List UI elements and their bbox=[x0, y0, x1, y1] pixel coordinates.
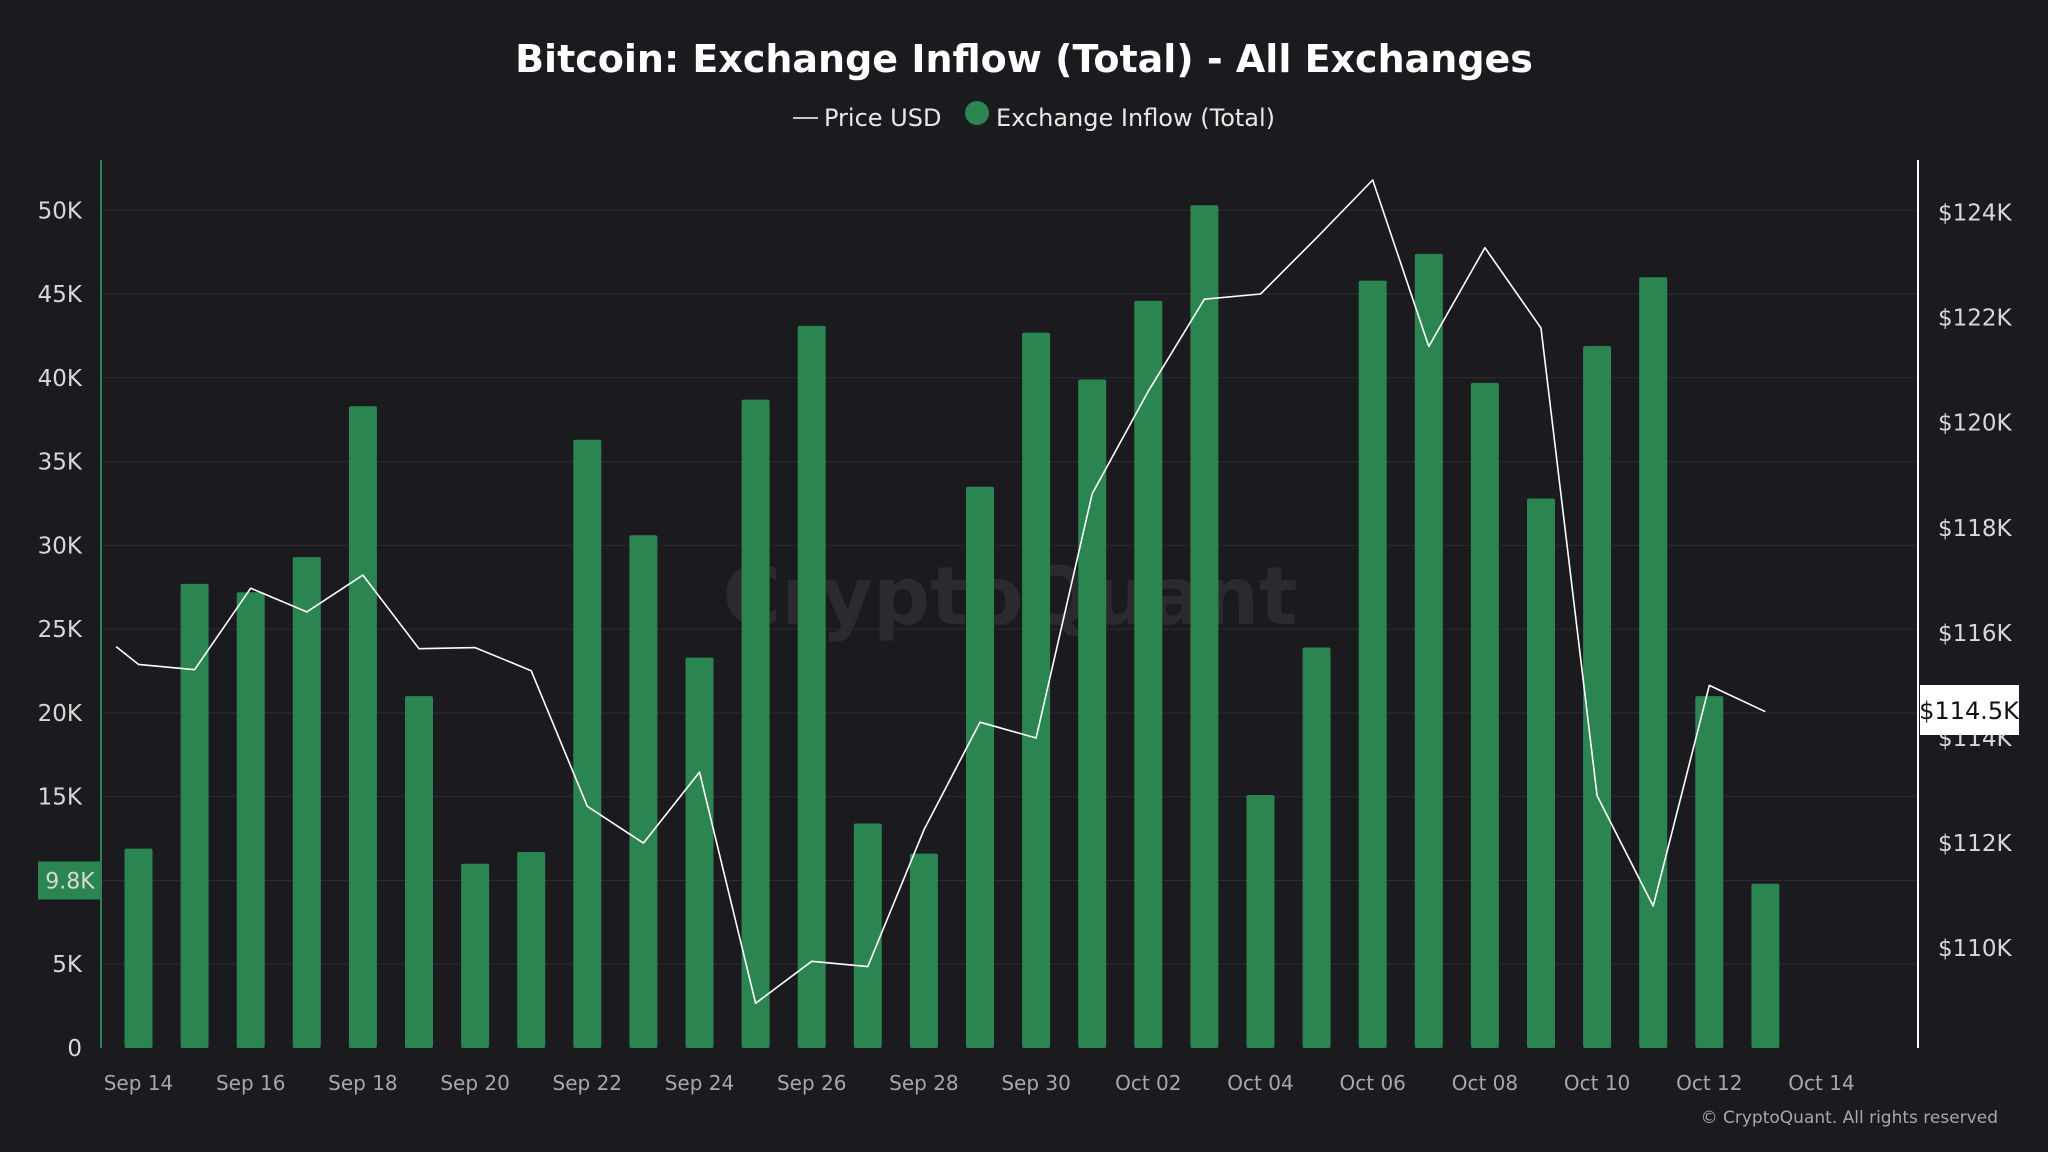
y-left-tick-label: 40K bbox=[38, 366, 83, 392]
left-axis-ticks: 05K10K15K20K25K30K35K40K45K50K bbox=[38, 198, 83, 1062]
y-right-tick-label: $110K bbox=[1938, 936, 2013, 962]
y-right-tick-label: $118K bbox=[1938, 516, 2013, 542]
current-inflow-label: 9.8K bbox=[45, 869, 95, 894]
y-left-tick-label: 20K bbox=[38, 701, 83, 727]
x-tick-label: Oct 14 bbox=[1788, 1071, 1854, 1095]
x-tick-label: Sep 30 bbox=[1001, 1071, 1071, 1095]
x-tick-label: Sep 14 bbox=[104, 1071, 174, 1095]
x-tick-label: Oct 12 bbox=[1676, 1071, 1742, 1095]
bar-sep-25[interactable] bbox=[741, 399, 770, 1049]
legend-inflow-marker bbox=[965, 101, 989, 125]
bar-sep-28[interactable] bbox=[909, 853, 938, 1048]
y-right-tick-label: $112K bbox=[1938, 831, 2013, 857]
y-right-tick-label: $120K bbox=[1938, 411, 2013, 437]
bar-oct-03[interactable] bbox=[1190, 205, 1219, 1048]
y-left-tick-label: 50K bbox=[38, 198, 83, 224]
x-tick-label: Sep 16 bbox=[216, 1071, 286, 1095]
x-axis-ticks: Sep 14 Sep 16 Sep 18 Sep 20 Sep 22 Sep 24 Sep … bbox=[104, 1071, 1855, 1095]
bar-sep-24[interactable] bbox=[685, 657, 714, 1048]
x-tick-label: Sep 20 bbox=[440, 1071, 510, 1095]
bar-oct-11[interactable] bbox=[1639, 277, 1668, 1048]
legend-price-label[interactable]: Price USD bbox=[824, 104, 941, 132]
bar-series bbox=[124, 205, 1780, 1049]
bar-sep-19[interactable] bbox=[405, 696, 433, 1048]
x-tick-label: Oct 10 bbox=[1564, 1071, 1630, 1095]
x-tick-label: Oct 04 bbox=[1227, 1071, 1293, 1095]
bar-sep-23[interactable] bbox=[629, 535, 658, 1048]
bar-oct-02[interactable] bbox=[1134, 300, 1163, 1048]
x-tick-label: Oct 08 bbox=[1452, 1071, 1518, 1095]
y-left-tick-label: 5K bbox=[52, 952, 83, 978]
current-price-badge-bg bbox=[1920, 685, 2019, 735]
bar-sep-20[interactable] bbox=[461, 863, 490, 1048]
x-tick-label: Sep 24 bbox=[665, 1071, 735, 1095]
bar-sep-27[interactable] bbox=[853, 823, 882, 1048]
y-left-tick-label: 45K bbox=[38, 282, 83, 308]
current-price-badge: $114.5K bbox=[1919, 685, 2020, 735]
bar-oct-06[interactable] bbox=[1358, 280, 1387, 1048]
y-right-tick-label: $122K bbox=[1938, 306, 2013, 332]
y-left-tick-label: 30K bbox=[38, 533, 83, 559]
bar-sep-26[interactable] bbox=[797, 325, 826, 1048]
bar-sep-30[interactable] bbox=[1022, 332, 1051, 1048]
bar-sep-17[interactable] bbox=[292, 557, 321, 1048]
legend: Price USD Exchange Inflow (Total) bbox=[793, 101, 1275, 132]
y-left-tick-label: 25K bbox=[38, 617, 83, 643]
bar-sep-16[interactable] bbox=[236, 592, 265, 1048]
chart-title: Bitcoin: Exchange Inflow (Total) - All E… bbox=[515, 37, 1533, 81]
bar-oct-01[interactable] bbox=[1078, 379, 1107, 1048]
price-line[interactable] bbox=[115, 179, 1766, 1005]
bar-oct-05[interactable] bbox=[1302, 647, 1331, 1048]
bar-oct-09[interactable] bbox=[1527, 498, 1555, 1048]
bar-oct-12[interactable] bbox=[1695, 696, 1724, 1048]
current-price-label: $114.5K bbox=[1919, 697, 2020, 725]
gridlines bbox=[101, 209, 1918, 965]
bar-sep-18[interactable] bbox=[348, 406, 377, 1049]
x-tick-label: Oct 02 bbox=[1115, 1071, 1181, 1095]
bar-sep-29[interactable] bbox=[966, 486, 994, 1048]
x-tick-label: Sep 26 bbox=[777, 1071, 847, 1095]
y-right-tick-label: $116K bbox=[1938, 621, 2013, 647]
current-inflow-badge-bg bbox=[38, 861, 101, 900]
bar-oct-10[interactable] bbox=[1583, 345, 1612, 1048]
bar-oct-04[interactable] bbox=[1246, 795, 1275, 1048]
bar-sep-14[interactable] bbox=[124, 848, 153, 1048]
bar-oct-13[interactable] bbox=[1751, 883, 1780, 1048]
y-left-tick-label: 15K bbox=[38, 785, 83, 811]
bar-sep-15[interactable] bbox=[180, 583, 209, 1048]
y-left-tick-label: 35K bbox=[38, 450, 83, 476]
bar-sep-22[interactable] bbox=[573, 439, 602, 1048]
x-tick-label: Sep 22 bbox=[553, 1071, 623, 1095]
price-line-series bbox=[115, 179, 1766, 1005]
bar-oct-08[interactable] bbox=[1470, 382, 1499, 1048]
current-inflow-badge: 9.8K bbox=[38, 861, 101, 900]
y-left-tick-label: 0 bbox=[67, 1036, 82, 1062]
x-tick-label: Sep 18 bbox=[328, 1071, 398, 1095]
y-right-tick-label: $124K bbox=[1938, 201, 2013, 227]
bar-sep-21[interactable] bbox=[517, 851, 546, 1048]
x-tick-label: Oct 06 bbox=[1340, 1071, 1406, 1095]
right-axis-ticks: $110K$112K$114K$116K$118K$120K$122K$124K bbox=[1938, 201, 2013, 963]
bar-oct-07[interactable] bbox=[1414, 253, 1443, 1048]
legend-inflow-label[interactable]: Exchange Inflow (Total) bbox=[996, 104, 1275, 132]
x-tick-label: Sep 28 bbox=[889, 1071, 959, 1095]
copyright: © CryptoQuant. All rights reserved bbox=[1701, 1108, 1998, 1128]
